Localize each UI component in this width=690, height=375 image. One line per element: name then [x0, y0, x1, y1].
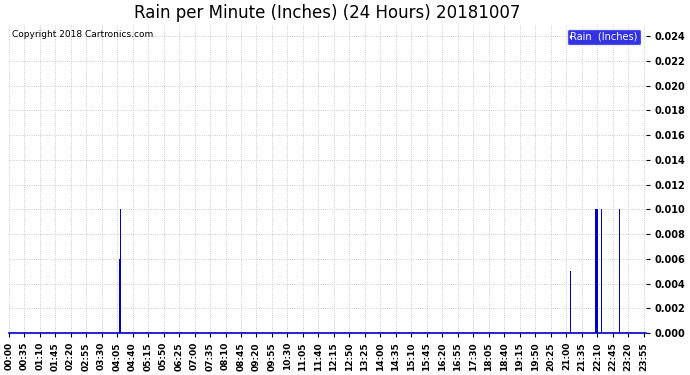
- Title: Rain per Minute (Inches) (24 Hours) 20181007: Rain per Minute (Inches) (24 Hours) 2018…: [134, 4, 520, 22]
- Text: Copyright 2018 Cartronics.com: Copyright 2018 Cartronics.com: [12, 30, 153, 39]
- Legend: Rain  (Inches): Rain (Inches): [567, 28, 641, 45]
